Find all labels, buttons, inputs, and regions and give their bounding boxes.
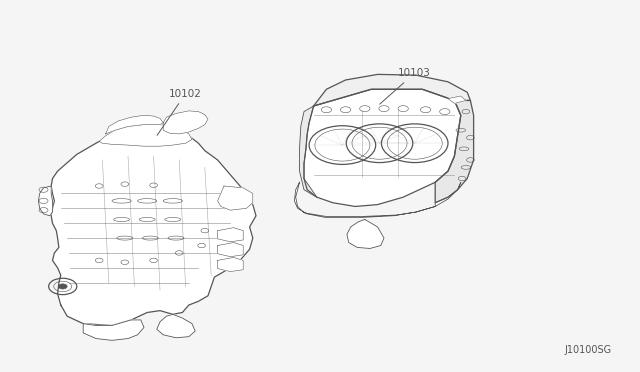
Text: 10103: 10103: [380, 68, 431, 104]
Polygon shape: [347, 219, 384, 248]
Polygon shape: [163, 111, 208, 134]
Text: J10100SG: J10100SG: [564, 345, 611, 355]
Polygon shape: [448, 96, 466, 103]
Polygon shape: [99, 125, 192, 146]
Polygon shape: [83, 320, 144, 340]
Polygon shape: [38, 186, 52, 216]
Polygon shape: [314, 74, 470, 106]
Polygon shape: [300, 106, 317, 197]
Polygon shape: [435, 100, 474, 203]
Text: 10102: 10102: [157, 89, 202, 135]
Polygon shape: [218, 228, 243, 242]
Polygon shape: [51, 125, 256, 326]
Polygon shape: [157, 314, 195, 338]
Polygon shape: [106, 115, 163, 134]
Polygon shape: [294, 182, 461, 218]
Circle shape: [58, 284, 67, 289]
Polygon shape: [218, 186, 253, 210]
Polygon shape: [304, 89, 461, 206]
Polygon shape: [218, 257, 243, 272]
Polygon shape: [218, 243, 243, 257]
